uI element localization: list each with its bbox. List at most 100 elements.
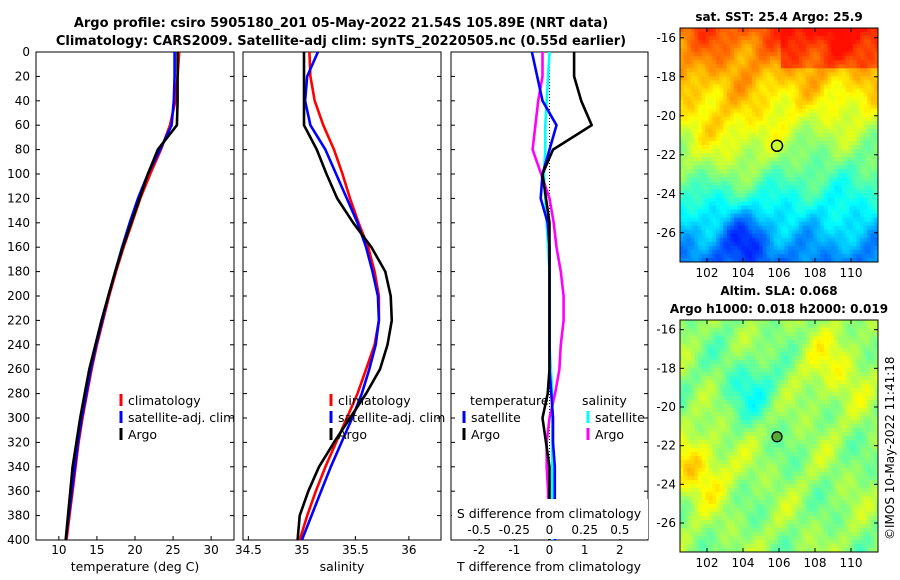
heatmap-cell: [831, 340, 836, 345]
heatmap-cell: [752, 84, 757, 90]
heatmap-cell: [820, 28, 825, 33]
heatmap-cell: [795, 140, 800, 146]
heatmap-cell: [712, 60, 717, 65]
heatmap-cell: [874, 420, 878, 425]
heatmap-cell: [701, 112, 706, 118]
heatmap-cell: [744, 104, 749, 110]
heatmap-cell: [698, 48, 703, 53]
heatmap-cell: [809, 376, 814, 381]
heatmap-cell: [806, 428, 811, 433]
heatmap-cell: [856, 120, 861, 126]
heatmap-cell: [816, 344, 821, 349]
heatmap-cell: [777, 416, 782, 421]
heatmap-cell: [852, 173, 857, 178]
heatmap-cell: [788, 124, 793, 130]
heatmap-cell: [838, 392, 843, 397]
heatmap-cell: [849, 56, 854, 61]
heatmap-cell: [842, 328, 847, 333]
heatmap-cell: [870, 100, 875, 106]
heatmap-cell: [802, 384, 807, 389]
heatmap-cell: [755, 404, 760, 409]
heatmap-cell: [680, 92, 685, 98]
heatmap-cell: [741, 56, 746, 61]
heatmap-cell: [867, 120, 872, 126]
heatmap-cell: [766, 340, 771, 345]
heatmap-cell: [690, 120, 695, 126]
heatmap-cell: [849, 48, 854, 53]
heatmap-cell: [705, 368, 710, 373]
heatmap-cell: [694, 209, 699, 215]
heatmap-cell: [780, 52, 785, 57]
heatmap-cell: [759, 404, 764, 409]
heatmap-cell: [813, 344, 818, 349]
heatmap-cell: [683, 249, 688, 255]
heatmap-cell: [806, 92, 811, 98]
heatmap-cell: [806, 213, 811, 219]
heatmap-cell: [795, 157, 800, 162]
heatmap-cell: [712, 356, 717, 361]
heatmap-cell: [770, 64, 775, 69]
heatmap-cell: [856, 128, 861, 134]
heatmap-cell: [762, 424, 767, 429]
heatmap-cell: [784, 217, 789, 223]
heatmap-cell: [831, 404, 836, 409]
heatmap-cell: [694, 368, 699, 373]
heatmap-cell: [716, 384, 721, 389]
heatmap-cell: [820, 229, 825, 235]
heatmap-cell: [766, 336, 771, 341]
heatmap-cell: [852, 120, 857, 126]
heatmap-cell: [802, 328, 807, 333]
heatmap-cell: [842, 72, 847, 78]
heatmap-cell: [698, 324, 703, 329]
heatmap-cell: [759, 92, 764, 98]
heatmap-cell: [788, 205, 793, 211]
heatmap-cell: [831, 28, 836, 33]
heatmap-cell: [791, 245, 796, 251]
heatmap-cell: [802, 245, 807, 251]
heatmap-cell: [680, 56, 685, 61]
heatmap-cell: [687, 140, 692, 146]
heatmap-cell: [770, 213, 775, 219]
heatmap-cell: [737, 104, 742, 110]
salinity-xlabel: salinity: [320, 559, 365, 574]
heatmap-cell: [719, 80, 724, 86]
heatmap-cell: [863, 344, 868, 349]
heatmap-cell: [741, 428, 746, 433]
heatmap-cell: [827, 428, 832, 433]
heatmap-cell: [770, 332, 775, 337]
heatmap-cell: [730, 120, 735, 126]
heatmap-cell: [802, 116, 807, 122]
heatmap-cell: [748, 424, 753, 429]
heatmap-cell: [719, 380, 724, 385]
heatmap-cell: [770, 173, 775, 178]
heatmap-cell: [813, 100, 818, 106]
heatmap-cell: [802, 44, 807, 49]
heatmap-cell: [752, 324, 757, 329]
heatmap-cell: [842, 80, 847, 86]
heatmap-cell: [701, 76, 706, 82]
heatmap-cell: [849, 205, 854, 211]
heatmap-cell: [795, 161, 800, 166]
heatmap-cell: [752, 116, 757, 122]
heatmap-cell: [831, 408, 836, 413]
heatmap-cell: [806, 384, 811, 389]
heatmap-cell: [863, 364, 868, 369]
heatmap-cell: [791, 221, 796, 227]
heatmap-cell: [759, 44, 764, 49]
heatmap-cell: [770, 128, 775, 134]
heatmap-cell: [820, 84, 825, 90]
heatmap-cell: [813, 372, 818, 377]
heatmap-cell: [831, 120, 836, 126]
heatmap-cell: [726, 245, 731, 251]
heatmap-cell: [773, 340, 778, 345]
heatmap-cell: [809, 36, 814, 41]
heatmap-cell: [798, 320, 803, 325]
heatmap-cell: [698, 424, 703, 429]
heatmap-cell: [716, 237, 721, 243]
heatmap-cell: [798, 221, 803, 227]
heatmap-cell: [687, 169, 692, 174]
heatmap-cell: [827, 356, 832, 361]
heatmap-cell: [730, 124, 735, 130]
heatmap-cell: [816, 136, 821, 142]
heatmap-cell: [687, 360, 692, 365]
